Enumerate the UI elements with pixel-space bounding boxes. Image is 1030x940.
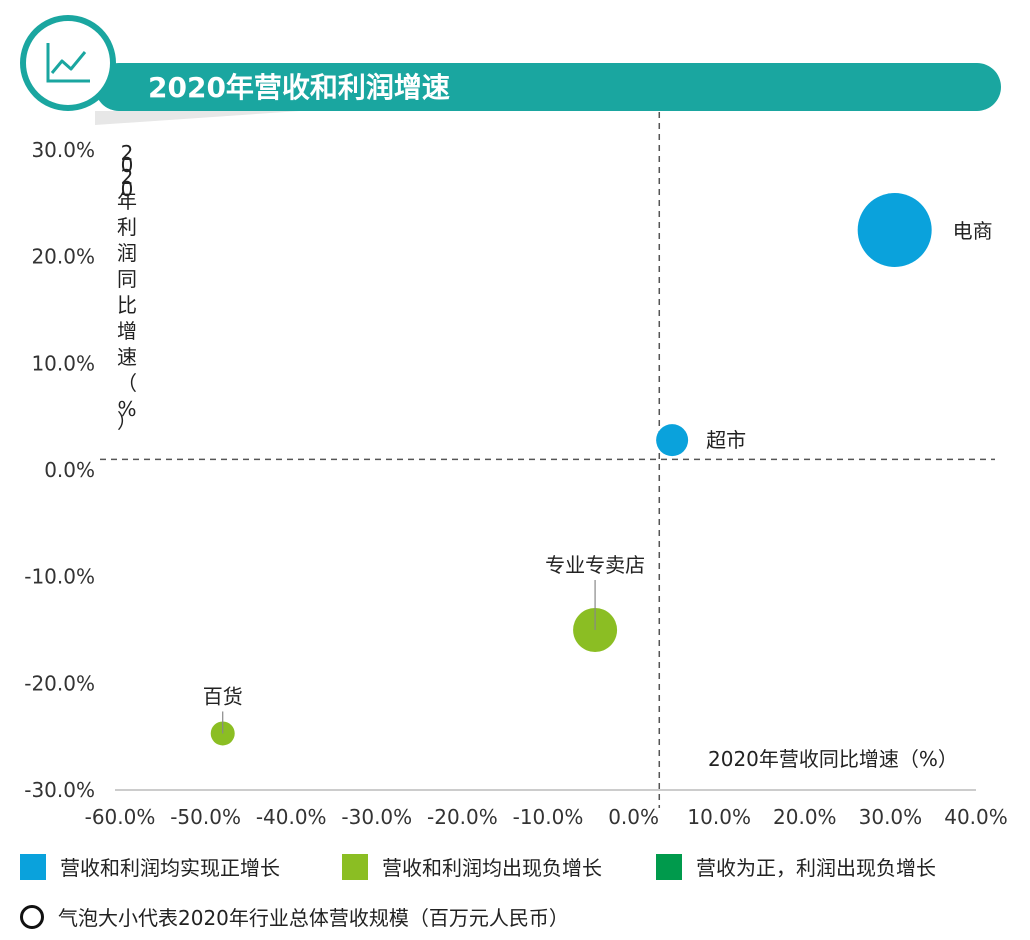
legend-item-positive: 营收和利润均实现正增长 — [20, 852, 280, 881]
size-note-label: 气泡大小代表2020年行业总体营收规模（百万元人民币） — [58, 906, 569, 930]
y-tick-label: -10.0% — [24, 565, 95, 589]
legend-swatch — [656, 853, 682, 880]
x-tick-label: -10.0% — [513, 805, 584, 829]
legend-swatch — [342, 853, 368, 880]
y-tick-label: -20.0% — [24, 671, 95, 695]
x-tick-label: 10.0% — [687, 805, 751, 829]
legend-label: 营收为正，利润出现负增长 — [696, 856, 936, 880]
legend-label: 营收和利润均出现负增长 — [382, 856, 602, 880]
chart-title: 2020年营收和利润增速 — [148, 71, 450, 104]
bubble-size-note: 气泡大小代表2020年行业总体营收规模（百万元人民币） — [20, 902, 569, 931]
line-chart-icon — [20, 15, 116, 111]
x-axis-label: 2020年营收同比增速（%） — [708, 747, 958, 771]
legend-swatch — [20, 853, 46, 880]
y-tick-label: 0.0% — [44, 458, 95, 482]
bubble-label: 百货 — [203, 684, 243, 708]
bubble-1 — [656, 424, 689, 457]
x-tick-label: -30.0% — [341, 805, 412, 829]
x-tick-label: -50.0% — [170, 805, 241, 829]
bubble-label: 电商 — [953, 219, 993, 243]
x-tick-label: -60.0% — [85, 805, 156, 829]
x-tick-label: 0.0% — [608, 805, 659, 829]
y-axis-label: 2020年利润同比增速（%） — [117, 141, 137, 433]
bubble-0 — [857, 193, 932, 267]
legend-label: 营收和利润均实现正增长 — [60, 856, 280, 880]
header-bar — [95, 63, 1001, 111]
legend-item-mixed: 营收为正，利润出现负增长 — [656, 852, 936, 881]
y-tick-label: 20.0% — [31, 245, 95, 269]
x-tick-label: 40.0% — [944, 805, 1008, 829]
x-tick-label: 30.0% — [859, 805, 923, 829]
bubble-label: 超市 — [706, 428, 746, 452]
x-tick-label: 20.0% — [773, 805, 837, 829]
y-tick-label: -30.0% — [24, 778, 95, 802]
legend-item-negative: 营收和利润均出现负增长 — [342, 852, 602, 881]
y-tick-label: 30.0% — [31, 138, 95, 162]
circle-icon — [20, 904, 44, 929]
y-tick-label: 10.0% — [31, 351, 95, 375]
bubble-label: 专业专卖店 — [545, 553, 645, 577]
x-tick-label: -20.0% — [427, 805, 498, 829]
x-tick-label: -40.0% — [256, 805, 327, 829]
